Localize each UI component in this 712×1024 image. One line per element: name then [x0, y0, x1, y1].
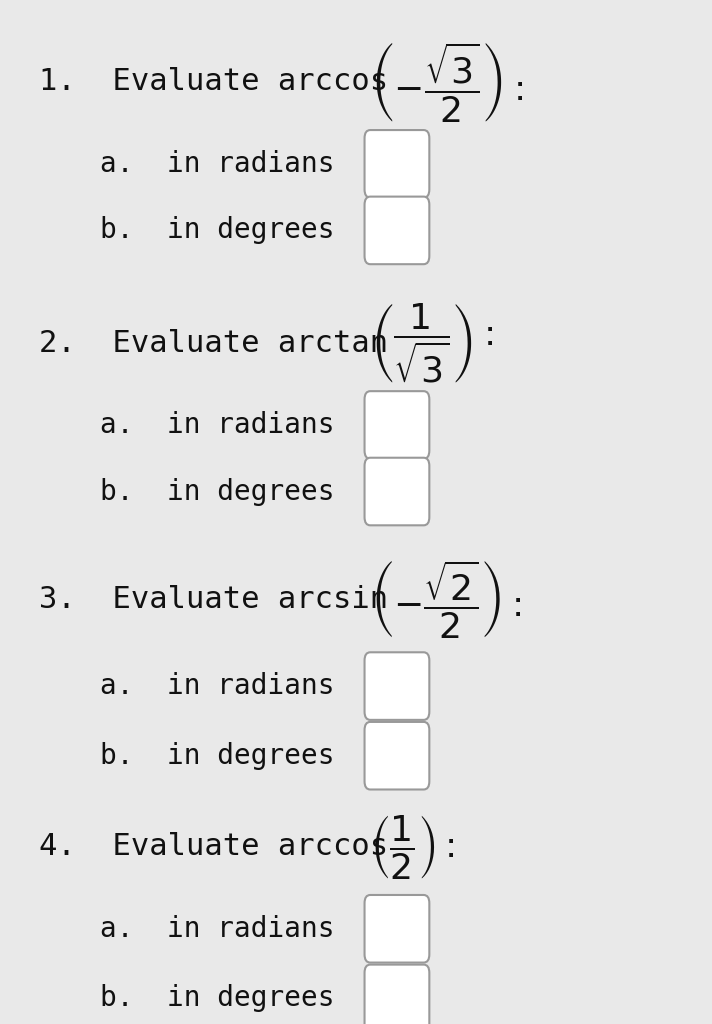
- Text: a.  in radians: a. in radians: [100, 914, 334, 943]
- Text: a.  in radians: a. in radians: [100, 150, 334, 178]
- FancyBboxPatch shape: [365, 652, 429, 720]
- FancyBboxPatch shape: [365, 130, 429, 198]
- Text: b.  in degrees: b. in degrees: [100, 741, 334, 770]
- Text: 1.  Evaluate arccos: 1. Evaluate arccos: [39, 68, 388, 96]
- Text: b.  in degrees: b. in degrees: [100, 477, 334, 506]
- Text: $\left(-\dfrac{\sqrt{3}}{2}\right):$: $\left(-\dfrac{\sqrt{3}}{2}\right):$: [370, 40, 524, 124]
- Text: 2.  Evaluate arctan: 2. Evaluate arctan: [39, 329, 388, 357]
- FancyBboxPatch shape: [365, 965, 429, 1024]
- Text: 3.  Evaluate arcsin: 3. Evaluate arcsin: [39, 585, 388, 613]
- Text: a.  in radians: a. in radians: [100, 672, 334, 700]
- Text: b.  in degrees: b. in degrees: [100, 984, 334, 1013]
- Text: 4.  Evaluate arccos: 4. Evaluate arccos: [39, 833, 388, 861]
- Text: b.  in degrees: b. in degrees: [100, 216, 334, 245]
- FancyBboxPatch shape: [365, 197, 429, 264]
- Text: a.  in radians: a. in radians: [100, 411, 334, 439]
- Text: $\left(\dfrac{1}{\sqrt{3}}\right):$: $\left(\dfrac{1}{\sqrt{3}}\right):$: [370, 301, 493, 385]
- FancyBboxPatch shape: [365, 722, 429, 790]
- FancyBboxPatch shape: [365, 458, 429, 525]
- FancyBboxPatch shape: [365, 895, 429, 963]
- Text: $\left(-\dfrac{\sqrt{2}}{2}\right):$: $\left(-\dfrac{\sqrt{2}}{2}\right):$: [370, 558, 522, 640]
- Text: $\left(\dfrac{1}{2}\right):$: $\left(\dfrac{1}{2}\right):$: [370, 813, 455, 881]
- FancyBboxPatch shape: [365, 391, 429, 459]
